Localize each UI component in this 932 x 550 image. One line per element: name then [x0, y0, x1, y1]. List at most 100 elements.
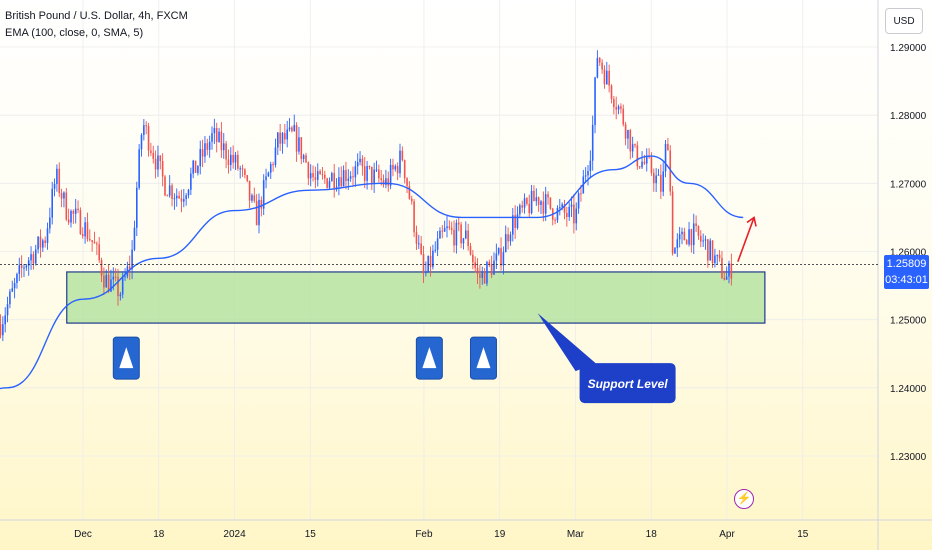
- candle-body: [208, 141, 211, 150]
- candle-body: [67, 219, 70, 223]
- candle-body: [16, 274, 18, 283]
- candle-body: [617, 106, 620, 110]
- candle-body: [455, 222, 458, 246]
- candle-body: [589, 160, 592, 171]
- candle-body: [51, 188, 53, 218]
- candle-body: [634, 144, 636, 146]
- candle-body: [641, 161, 643, 168]
- candle-body: [133, 227, 136, 250]
- candle-body: [279, 132, 281, 144]
- support-zone[interactable]: [66, 271, 766, 324]
- candle-body: [77, 208, 79, 211]
- candle-body: [159, 155, 162, 162]
- candle-body: [544, 194, 547, 214]
- candle-body: [507, 234, 509, 242]
- candle-body: [700, 235, 702, 242]
- callout-pointer: [537, 313, 596, 372]
- candle-body: [354, 166, 357, 178]
- candle-body: [730, 263, 733, 279]
- candle-body: [335, 186, 338, 189]
- candle-body: [187, 189, 190, 196]
- candle-body: [349, 176, 352, 179]
- candle-body: [725, 276, 728, 280]
- symbol-title: British Pound / U.S. Dollar, 4h, FXCM: [5, 10, 188, 22]
- candle-body: [65, 192, 68, 220]
- time-tick-label: 18: [646, 529, 658, 540]
- currency-button[interactable]: USD: [885, 8, 923, 34]
- price-tick-label: 1.28000: [890, 111, 927, 122]
- candle-body: [436, 238, 439, 250]
- candle-body: [316, 171, 319, 180]
- candle-body: [91, 240, 93, 242]
- candle-body: [244, 169, 246, 176]
- candle-body: [128, 266, 131, 270]
- candle-body: [312, 173, 314, 178]
- candle-body: [274, 147, 277, 165]
- candle-body: [598, 57, 601, 63]
- candle-body: [664, 143, 667, 172]
- candle-body: [474, 262, 476, 268]
- candle-body: [556, 207, 559, 221]
- candle-body: [222, 143, 225, 151]
- candle-body: [697, 225, 700, 236]
- candle-body: [472, 254, 474, 263]
- candle-body: [620, 106, 622, 109]
- candle-body: [239, 168, 241, 170]
- candle-body: [121, 277, 124, 295]
- candle-body: [465, 230, 467, 239]
- candle-body: [215, 128, 218, 142]
- candle-body: [690, 229, 693, 246]
- candle-body: [526, 198, 528, 204]
- candle-body: [272, 164, 274, 166]
- grid: [0, 0, 878, 520]
- candle-body: [53, 184, 56, 189]
- candle-body: [131, 249, 133, 270]
- candle-body: [281, 132, 284, 144]
- candle-body: [594, 77, 596, 125]
- candle-body: [265, 176, 267, 181]
- bar-countdown: 03:43:01: [885, 274, 928, 286]
- candle-body: [504, 234, 507, 253]
- time-tick-label: 2024: [223, 529, 246, 540]
- arrow-head: [746, 216, 757, 227]
- candle-body: [260, 199, 263, 209]
- candle-body: [448, 226, 451, 228]
- current-price-value: 1.25809: [886, 258, 927, 270]
- up-triangle-icon: [476, 347, 491, 369]
- candle-body: [439, 230, 441, 239]
- candle-body: [98, 244, 100, 261]
- candle-body: [610, 85, 613, 99]
- candle-body: [561, 204, 563, 208]
- candle-body: [554, 219, 556, 221]
- candle-body: [269, 164, 272, 173]
- candle-body: [143, 125, 145, 135]
- support-callout[interactable]: Support Level: [537, 313, 676, 404]
- callout-box: [579, 363, 676, 404]
- candle-body: [603, 69, 606, 85]
- candle-body: [631, 144, 634, 152]
- candle-body: [523, 198, 526, 208]
- price-axis-labels: 1.29000 1.28000 1.27000 1.26000 1.25000 1.240…: [890, 43, 927, 463]
- candle-body: [103, 275, 105, 288]
- candle-body: [232, 154, 234, 163]
- candle-body: [204, 143, 206, 157]
- candle-body: [596, 57, 599, 78]
- candle-body: [671, 191, 674, 254]
- candle-body: [147, 126, 150, 151]
- candle-body: [542, 201, 545, 214]
- callout-label: Support Level: [588, 377, 669, 391]
- candle-body: [702, 240, 704, 242]
- candle-body: [27, 260, 30, 266]
- candle-body: [681, 231, 683, 235]
- candle-body: [220, 131, 223, 151]
- candle-body: [685, 240, 688, 245]
- candle-body: [721, 258, 723, 279]
- candle-body: [580, 193, 582, 195]
- candle-body: [286, 129, 288, 140]
- candle-body: [248, 180, 251, 201]
- candle-body: [93, 241, 96, 244]
- lightning-icon[interactable]: ⚡: [734, 489, 754, 509]
- time-tick-label: Mar: [567, 529, 585, 540]
- indicator-legend[interactable]: EMA (100, close, 0, SMA, 5): [5, 27, 144, 39]
